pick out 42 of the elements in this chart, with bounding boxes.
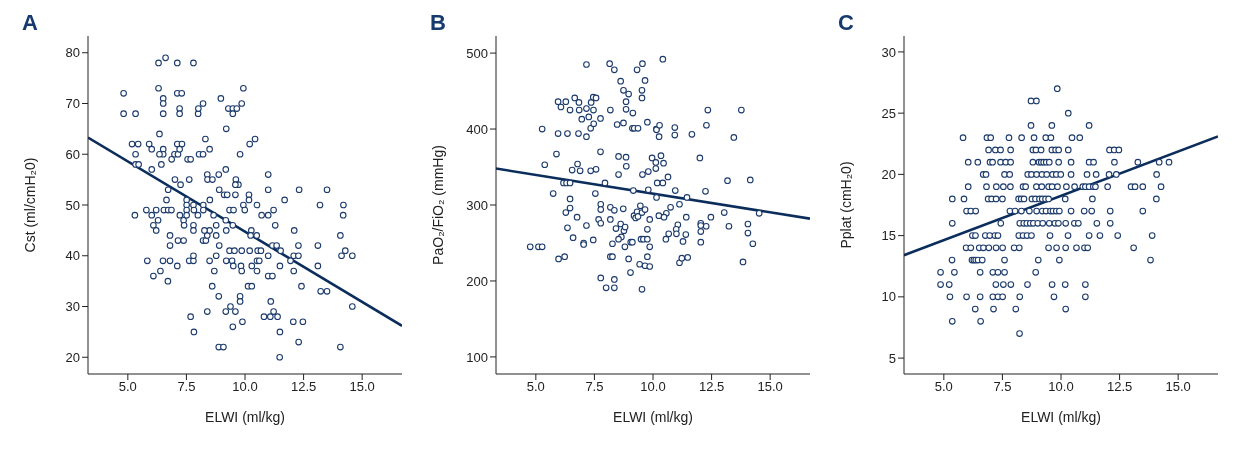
y-tick-label: 25 bbox=[881, 105, 896, 121]
y-axis-title: PaO₂/FiO₂ (mmHg) bbox=[429, 145, 446, 265]
x-tick-label: 15.0 bbox=[757, 379, 783, 395]
x-tick-label: 10.0 bbox=[232, 379, 258, 395]
y-tick-label: 400 bbox=[466, 121, 488, 137]
y-tick-label: 20 bbox=[65, 349, 80, 365]
y-tick-label: 300 bbox=[466, 197, 488, 213]
x-tick-label: 15.0 bbox=[1165, 379, 1191, 395]
chart-title: C bbox=[838, 10, 854, 36]
y-tick-label: 20 bbox=[881, 167, 896, 182]
y-tick-label: 15 bbox=[881, 228, 896, 244]
y-tick-label: 100 bbox=[466, 349, 488, 365]
x-tick-label: 5.0 bbox=[934, 379, 953, 395]
x-axis-title: ELWI (ml/kg) bbox=[1021, 409, 1101, 425]
y-tick-label: 30 bbox=[65, 299, 80, 315]
x-tick-label: 7.5 bbox=[177, 379, 196, 395]
y-tick-label: 50 bbox=[65, 197, 80, 213]
x-tick-label: 5.0 bbox=[118, 379, 137, 395]
chart-title: A bbox=[22, 10, 38, 36]
x-tick-label: 12.5 bbox=[698, 379, 725, 395]
y-tick-label: 60 bbox=[65, 146, 80, 162]
x-tick-label: 15.0 bbox=[349, 379, 375, 395]
y-tick-label: 80 bbox=[65, 45, 80, 61]
y-tick-label: 70 bbox=[65, 96, 80, 112]
x-tick-label: 12.5 bbox=[290, 379, 317, 395]
y-axis-title: Pplat (cmH₂0) bbox=[837, 161, 854, 249]
y-tick-label: 40 bbox=[65, 248, 80, 264]
x-tick-label: 5.0 bbox=[526, 379, 545, 395]
y-axis-title: Cst (ml/cmH₂0) bbox=[21, 157, 38, 253]
chart-title: B bbox=[430, 10, 446, 36]
x-tick-label: 12.5 bbox=[1106, 379, 1133, 395]
x-tick-label: 10.0 bbox=[1048, 379, 1074, 395]
x-tick-label: 7.5 bbox=[585, 379, 604, 395]
x-axis-title: ELWI (ml/kg) bbox=[613, 409, 693, 425]
y-tick-label: 200 bbox=[466, 273, 488, 289]
y-tick-label: 500 bbox=[466, 45, 488, 61]
x-tick-label: 7.5 bbox=[993, 379, 1012, 395]
x-tick-label: 10.0 bbox=[640, 379, 666, 395]
y-tick-label: 30 bbox=[881, 44, 896, 60]
x-axis-title: ELWI (ml/kg) bbox=[205, 409, 285, 425]
y-tick-label: 5 bbox=[888, 350, 896, 366]
y-tick-label: 10 bbox=[881, 289, 896, 305]
